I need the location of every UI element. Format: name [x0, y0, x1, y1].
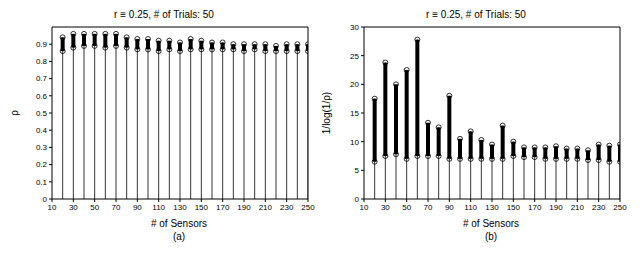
html-text:# of Sensors: # of Sensors: [462, 218, 520, 229]
svg-text:190: 190: [549, 203, 563, 212]
svg-text:90: 90: [133, 203, 142, 212]
svg-text:210: 210: [259, 203, 273, 212]
svg-text:30: 30: [350, 23, 359, 32]
svg-text:50: 50: [402, 203, 411, 212]
svg-text:0.8: 0.8: [36, 57, 48, 66]
svg-text:1/log(1/ρ): 1/log(1/ρ): [321, 92, 332, 134]
html-text:(a): (a): [172, 231, 186, 242]
svg-text:90: 90: [445, 203, 454, 212]
html-text:(b): (b): [484, 231, 498, 242]
svg-text:190: 190: [237, 203, 251, 212]
html-text:# of Sensors: # of Sensors: [150, 218, 208, 229]
svg-text:110: 110: [464, 203, 477, 212]
svg-text:0.6: 0.6: [36, 92, 48, 101]
svg-text:10: 10: [360, 203, 369, 212]
svg-text:0.5: 0.5: [36, 109, 48, 118]
svg-text:5: 5: [355, 166, 360, 175]
svg-text:ρ: ρ: [9, 110, 20, 116]
svg-text:0.9: 0.9: [36, 40, 48, 49]
svg-text:70: 70: [424, 203, 433, 212]
svg-text:0.4: 0.4: [36, 126, 48, 135]
svg-text:150: 150: [507, 203, 521, 212]
svg-text:20: 20: [350, 80, 359, 89]
svg-text:15: 15: [350, 109, 359, 118]
svg-text:25: 25: [350, 52, 359, 61]
svg-text:230: 230: [280, 203, 294, 212]
svg-text:30: 30: [69, 203, 78, 212]
html-text:r ≡ 0.25, # of Trials: 50: r ≡ 0.25, # of Trials: 50: [114, 9, 214, 20]
svg-text:150: 150: [195, 203, 209, 212]
svg-text:0.3: 0.3: [36, 143, 48, 152]
svg-text:70: 70: [112, 203, 121, 212]
svg-text:250: 250: [301, 203, 315, 212]
svg-text:0.1: 0.1: [36, 178, 48, 187]
svg-text:50: 50: [90, 203, 99, 212]
svg-text:10: 10: [48, 203, 57, 212]
svg-text:0: 0: [355, 195, 360, 204]
svg-text:130: 130: [173, 203, 187, 212]
svg-text:0: 0: [43, 195, 48, 204]
svg-text:30: 30: [381, 203, 390, 212]
svg-text:250: 250: [613, 203, 627, 212]
svg-text:130: 130: [485, 203, 499, 212]
svg-text:0.7: 0.7: [36, 74, 48, 83]
svg-text:10: 10: [350, 138, 359, 147]
svg-text:0.2: 0.2: [36, 160, 48, 169]
svg-text:230: 230: [592, 203, 606, 212]
html-text:r ≡ 0.25, # of Trials: 50: r ≡ 0.25, # of Trials: 50: [426, 9, 526, 20]
svg-text:170: 170: [216, 203, 230, 212]
svg-text:210: 210: [571, 203, 585, 212]
svg-text:170: 170: [528, 203, 542, 212]
svg-text:110: 110: [152, 203, 165, 212]
